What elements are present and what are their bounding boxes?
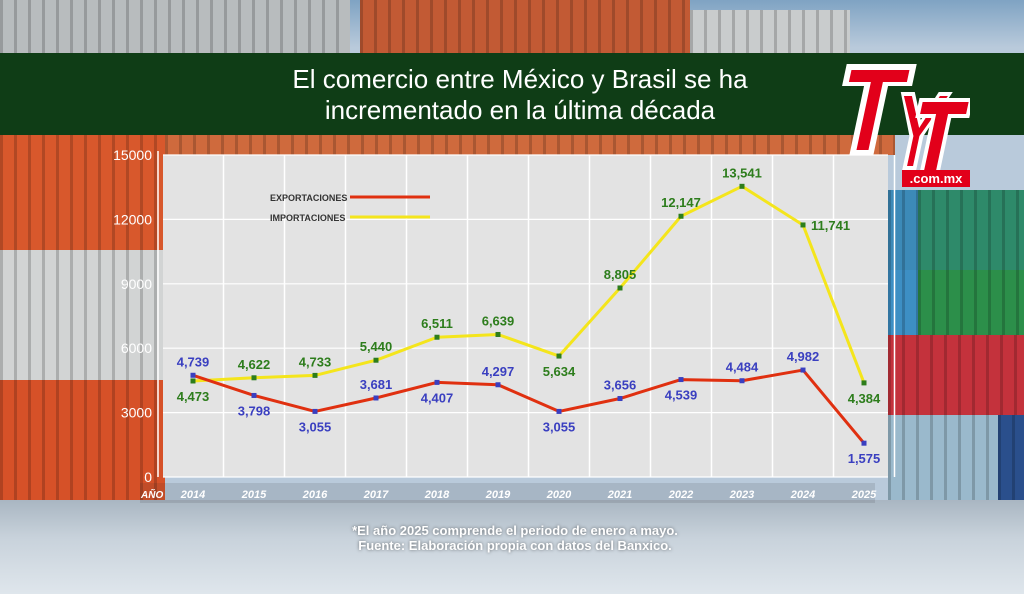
legend-label: IMPORTACIONES [270,213,345,223]
importaciones-point [434,334,440,340]
importaciones-data-label: 6,639 [482,313,515,328]
importaciones-point [312,372,318,378]
exportaciones-point [251,392,257,398]
importaciones-data-label: 12,147 [661,195,701,210]
x-tick-label: 2014 [180,489,205,501]
exportaciones-data-label: 3,656 [604,378,637,393]
exportaciones-data-label: 1,575 [848,451,881,466]
importaciones-data-label: 6,511 [421,316,453,331]
importaciones-point [251,375,257,381]
exportaciones-point [434,379,440,385]
legend-label: EXPORTACIONES [270,193,347,203]
importaciones-data-label: 5,634 [543,364,576,379]
importaciones-data-label: 5,440 [360,339,393,354]
exportaciones-point [495,382,501,388]
exportaciones-data-label: 4,407 [421,390,454,405]
y-tick-label: 9000 [121,276,152,292]
importaciones-point [556,353,562,359]
y-tick-label: 15000 [113,147,152,163]
footnote-line-1: *El año 2025 comprende el periodo de ene… [352,523,678,538]
importaciones-data-label: 13,541 [722,165,762,180]
exportaciones-point [373,395,379,401]
chart-legend: EXPORTACIONES IMPORTACIONES [270,193,430,223]
exportaciones-point [861,440,867,446]
x-tick-label: 2021 [607,489,632,501]
importaciones-data-label: 4,622 [238,357,271,372]
series-line-exportaciones [192,368,866,445]
exportaciones-data-label: 4,739 [177,354,210,369]
exportaciones-point [617,396,623,402]
importaciones-point [617,285,623,291]
x-axis-label: AÑO [140,488,163,501]
exportaciones-data-label: 3,681 [360,377,393,392]
chart-series: 4,739 3,798 3,055 3,681 4,407 4,297 3,055 3,656… [177,165,881,466]
chart-grid [163,154,896,478]
exportaciones-point [800,367,806,373]
importaciones-point [190,378,196,384]
x-tick-label: 2015 [241,489,267,501]
importaciones-point [678,213,684,219]
x-axis-band [140,483,875,503]
x-tick-label: 2020 [546,489,572,501]
importaciones-point [495,331,501,337]
chart-axes: 0 3000 6000 9000 12000 15000 AÑO 2014 2015 2016 20… [113,147,877,503]
importaciones-data-label: 11,741 [811,218,850,233]
x-tick-label: 2019 [485,489,511,501]
series-line-importaciones [192,184,866,384]
source-line: Fuente: Elaboración propia con datos del… [358,538,672,553]
footnote: *El año 2025 comprende el periodo de ene… [250,523,780,553]
exportaciones-data-label: 4,297 [482,364,515,379]
importaciones-data-label: 4,473 [177,389,210,404]
exportaciones-data-label: 4,982 [787,349,820,364]
importaciones-data-label: 8,805 [604,267,637,282]
importaciones-data-label: 4,384 [848,391,881,406]
x-tick-label: 2022 [668,489,693,501]
importaciones-point [373,357,379,363]
exportaciones-point [556,408,562,414]
title-line-2: incrementado en la última década [324,95,716,125]
tyt-logo-icon: .com.mx [842,64,970,187]
exportaciones-point [739,378,745,384]
logo-domain: .com.mx [910,171,964,186]
title-line-1: El comercio entre México y Brasil se ha [292,64,748,94]
exportaciones-data-label: 4,539 [665,388,698,403]
exportaciones-point [678,377,684,383]
ground-pavement [0,500,1024,594]
y-tick-label: 6000 [121,340,152,356]
page-title: El comercio entre México y Brasil se ha … [220,64,820,126]
x-tick-label: 2016 [302,489,328,501]
exportaciones-data-label: 3,055 [299,419,332,434]
importaciones-point [861,380,867,386]
exportaciones-data-label: 3,798 [238,403,271,418]
exportaciones-point [312,408,318,414]
x-tick-label: 2018 [424,489,450,501]
x-tick-label: 2017 [363,489,389,501]
importaciones-data-label: 4,733 [299,354,332,369]
importaciones-point [800,222,806,228]
exportaciones-point [190,372,196,378]
x-tick-label: 2024 [790,489,815,501]
y-tick-label: 12000 [113,211,152,227]
exportaciones-data-label: 3,055 [543,419,576,434]
y-tick-label: 3000 [121,405,152,421]
exportaciones-data-label: 4,484 [726,360,759,375]
x-tick-label: 2023 [729,489,754,501]
y-tick-label: 0 [144,469,152,485]
importaciones-point [739,183,745,189]
x-tick-label: 2025 [851,489,877,501]
